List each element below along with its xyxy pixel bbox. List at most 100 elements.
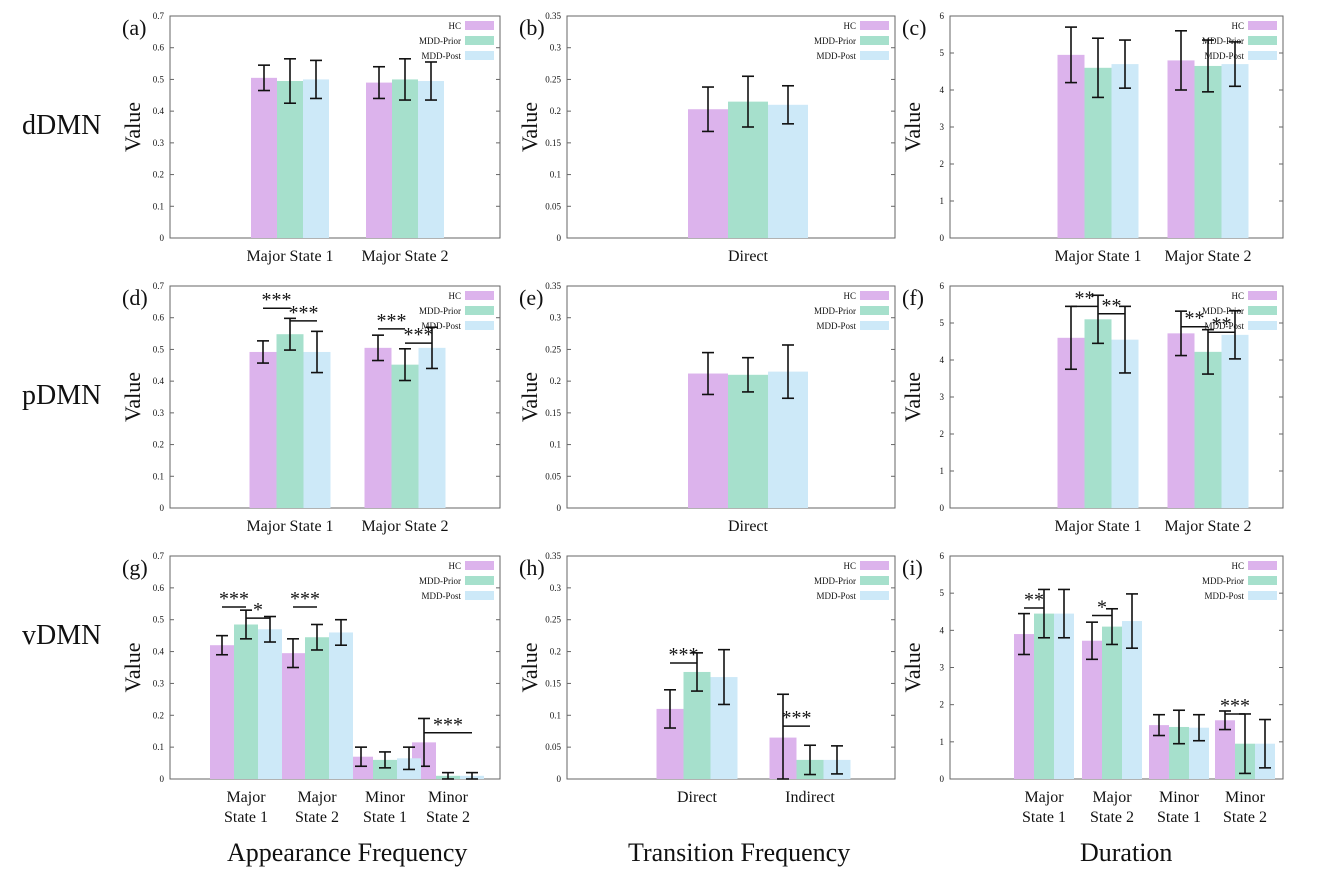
panel-g-category-label: State 2: [426, 809, 470, 826]
panel-f-legend-label: MDD-Prior: [1202, 306, 1244, 316]
panel-c-bar-mdd-prior: [1194, 65, 1222, 238]
panel-c-legend-swatch: [1248, 51, 1277, 60]
panel-d-ytick-label: 0.1: [153, 471, 164, 481]
panel-f-category-label: Major State 2: [1164, 518, 1251, 535]
panel-a-bar-hc: [366, 82, 392, 238]
panel-i-legend-swatch: [1248, 591, 1277, 600]
panel-g-legend-label: MDD-Prior: [419, 576, 461, 586]
column-label-appearance-frequency: Appearance Frequency: [227, 838, 468, 867]
panel-g-ylabel: Value: [120, 642, 145, 692]
panel-i-ytick-label: 4: [940, 625, 945, 635]
panel-i-legend-label: HC: [1231, 561, 1244, 571]
panel-g-bar-hc: [210, 645, 234, 779]
panel-i-bar-hc: [1215, 720, 1235, 779]
panel-d-ytick-label: 0.5: [153, 344, 165, 354]
panel-e-legend-label: HC: [843, 291, 856, 301]
panel-g-bar-mdd-post: [258, 629, 282, 779]
panel-i-category-label: State 1: [1157, 809, 1201, 826]
panel-b-ytick-label: 0.2: [550, 106, 561, 116]
panel-c-category-label: Major State 2: [1164, 248, 1251, 265]
panel-g-significance-stars: ***: [219, 588, 249, 610]
panel-h-ytick-label: 0.05: [545, 742, 561, 752]
panel-c-ytick-label: 4: [940, 85, 945, 95]
panel-h-ytick-label: 0: [557, 774, 562, 784]
panel-e-ytick-label: 0.3: [550, 313, 562, 323]
panel-i-bar-mdd-post: [1054, 613, 1074, 779]
panel-c-ytick-label: 3: [940, 122, 945, 132]
panel-g-bar-hc: [349, 756, 373, 779]
panel-f-bar-mdd-prior: [1084, 319, 1112, 508]
panel-h-significance-stars: ***: [669, 644, 699, 666]
panel-d-ytick-label: 0.2: [153, 440, 164, 450]
panel-h-label: (h): [519, 555, 545, 580]
panel-d-legend-swatch: [465, 306, 494, 315]
panel-g-ytick-label: 0.4: [153, 647, 165, 657]
panel-e-legend-swatch: [860, 306, 889, 315]
panel-g-category-label: Minor: [428, 789, 469, 806]
panel-f-ytick-label: 6: [940, 281, 945, 291]
panel-g-ytick-label: 0: [160, 774, 165, 784]
panel-a-ytick-label: 0.4: [153, 106, 165, 116]
column-label-transition-frequency: Transition Frequency: [628, 838, 851, 867]
panel-d-legend-label: HC: [448, 291, 461, 301]
panel-a-ylabel: Value: [120, 102, 145, 152]
panel-i-category-label: State 2: [1223, 809, 1267, 826]
panel-f-ytick-label: 1: [940, 466, 945, 476]
panel-i-bar-mdd-post: [1122, 621, 1142, 779]
panel-c-legend-label: HC: [1231, 21, 1244, 31]
panel-b-legend-label: MDD-Prior: [814, 36, 856, 46]
panel-b-label: (b): [519, 15, 545, 40]
panel-h-category-label: Indirect: [785, 789, 835, 806]
panel-h-ytick-label: 0.1: [550, 710, 561, 720]
panel-g-ytick-label: 0.1: [153, 742, 164, 752]
panel-h-legend-label: MDD-Prior: [814, 576, 856, 586]
panel-g-legend-swatch: [465, 576, 494, 585]
panel-g-category-label: State 1: [363, 809, 407, 826]
panel-a-ytick-label: 0.1: [153, 201, 164, 211]
panel-h-ytick-label: 0.2: [550, 647, 561, 657]
panel-b-legend-swatch: [860, 36, 889, 45]
panel-h-legend-swatch: [860, 591, 889, 600]
panel-h-ytick-label: 0.25: [545, 615, 561, 625]
panel-a-legend-swatch: [465, 21, 494, 30]
panel-b-ytick-label: 0: [557, 233, 562, 243]
panel-e-ytick-label: 0.2: [550, 376, 561, 386]
panel-c-ytick-label: 2: [940, 159, 945, 169]
panel-a-bar-mdd-post: [418, 81, 444, 238]
panel-e-legend-swatch: [860, 291, 889, 300]
panel-d-label: (d): [122, 285, 148, 310]
panel-g-category-label: State 2: [295, 809, 339, 826]
panel-g-significance-stars: ***: [433, 714, 463, 736]
panel-c-legend-label: MDD-Prior: [1202, 36, 1244, 46]
panel-h-ylabel: Value: [517, 642, 542, 692]
panel-i-ytick-label: 6: [940, 551, 945, 561]
panel-d-ytick-label: 0.4: [153, 376, 165, 386]
panel-d-ytick-label: 0.3: [153, 408, 165, 418]
panel-c-bar-hc: [1057, 54, 1085, 238]
panel-a-ytick-label: 0.7: [153, 11, 165, 21]
panel-g-ytick-label: 0.6: [153, 583, 165, 593]
panel-d-significance-stars: ***: [262, 289, 292, 311]
panel-a-ytick-label: 0: [160, 233, 165, 243]
panel-b-bar-mdd-post: [768, 104, 808, 238]
panel-d-legend-label: MDD-Prior: [419, 306, 461, 316]
row-label-ddmn: dDMN: [22, 110, 102, 141]
panel-h-legend-label: MDD-Post: [816, 591, 856, 601]
panel-d-bar-hc: [364, 347, 392, 508]
panel-g-legend-label: MDD-Post: [421, 591, 461, 601]
panel-g-ytick-label: 0.3: [153, 678, 165, 688]
panel-i-significance-stars: *: [1097, 596, 1107, 618]
panel-a-ytick-label: 0.5: [153, 74, 165, 84]
panel-d-bar-mdd-prior: [391, 364, 419, 508]
panel-c-ylabel: Value: [900, 102, 925, 152]
panel-c-ytick-label: 1: [940, 196, 945, 206]
panel-i-significance-stars: ***: [1220, 695, 1250, 717]
panel-i-category-label: State 2: [1090, 809, 1134, 826]
panel-b-ytick-label: 0.3: [550, 43, 562, 53]
panel-i-ylabel: Value: [900, 642, 925, 692]
panel-b-category-label: Direct: [728, 248, 769, 265]
panel-d-significance-stars: ***: [404, 324, 434, 346]
panel-a-ytick-label: 0.3: [153, 138, 165, 148]
panel-e-legend-label: MDD-Prior: [814, 306, 856, 316]
